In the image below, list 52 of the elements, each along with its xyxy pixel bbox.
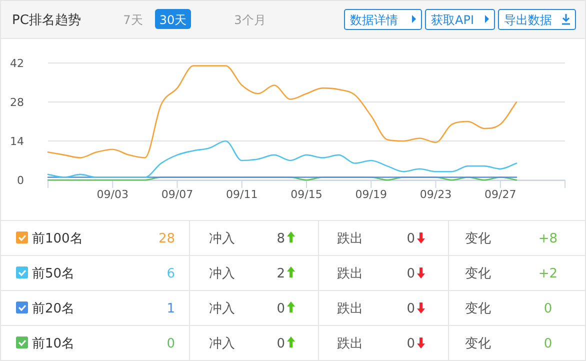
text: 获取API — [431, 13, 474, 27]
text: 3个月 — [234, 13, 266, 27]
text: 冲入 — [209, 266, 235, 282]
x-tick-label: 09/11 — [226, 188, 258, 201]
y-tick-label: 14 — [10, 135, 24, 148]
text: 变化 — [465, 266, 491, 282]
text: +8 — [538, 232, 558, 246]
text: 0 — [276, 336, 285, 352]
text: 跌出 — [337, 232, 363, 246]
legend-label: 前10名 — [32, 336, 75, 352]
text: 0 — [276, 302, 285, 316]
legend-label: 前50名 — [32, 266, 75, 282]
x-tick-label: 09/07 — [161, 188, 194, 201]
text: 0 — [544, 302, 552, 316]
x-tick-label: 09/03 — [96, 188, 128, 201]
x-tick-label: 09/19 — [355, 188, 387, 201]
text: +2 — [538, 266, 558, 282]
line-series — [47, 65, 518, 158]
text: 跌出 — [337, 266, 363, 282]
text: 跌出 — [337, 302, 363, 316]
y-tick-label: 28 — [10, 96, 24, 109]
text: 6 — [166, 266, 175, 282]
text: 0 — [166, 336, 175, 352]
text: 0 — [406, 232, 415, 246]
text: 冲入 — [209, 232, 235, 246]
x-tick-label: 09/15 — [290, 188, 322, 201]
x-tick-label: 09/27 — [484, 188, 516, 201]
chart-title: PC排名趋势 — [12, 13, 81, 28]
text: 30天 — [159, 13, 187, 27]
text: 0 — [406, 336, 415, 352]
text: 2 — [276, 266, 285, 282]
text: 8 — [276, 232, 285, 246]
y-tick-label: 0 — [17, 174, 24, 187]
text: 0 — [406, 302, 415, 316]
x-tick-label: 09/23 — [420, 188, 452, 201]
legend-label: 前20名 — [32, 302, 75, 316]
text: 28 — [158, 232, 175, 246]
legend-label: 前100名 — [32, 232, 83, 246]
y-tick-label: 42 — [10, 57, 24, 70]
text: 变化 — [465, 336, 491, 352]
text: 0 — [406, 266, 415, 282]
text: 0 — [544, 336, 552, 352]
text: 7天 — [123, 13, 143, 27]
text: 冲入 — [209, 336, 235, 352]
text: 跌出 — [337, 336, 363, 352]
text: 1 — [166, 302, 175, 316]
text: 冲入 — [209, 302, 235, 316]
text: 导出数据 — [504, 13, 552, 27]
line-series — [47, 140, 518, 178]
text: 数据详情 — [350, 13, 398, 27]
text: 变化 — [465, 302, 491, 316]
text: 变化 — [465, 232, 491, 246]
